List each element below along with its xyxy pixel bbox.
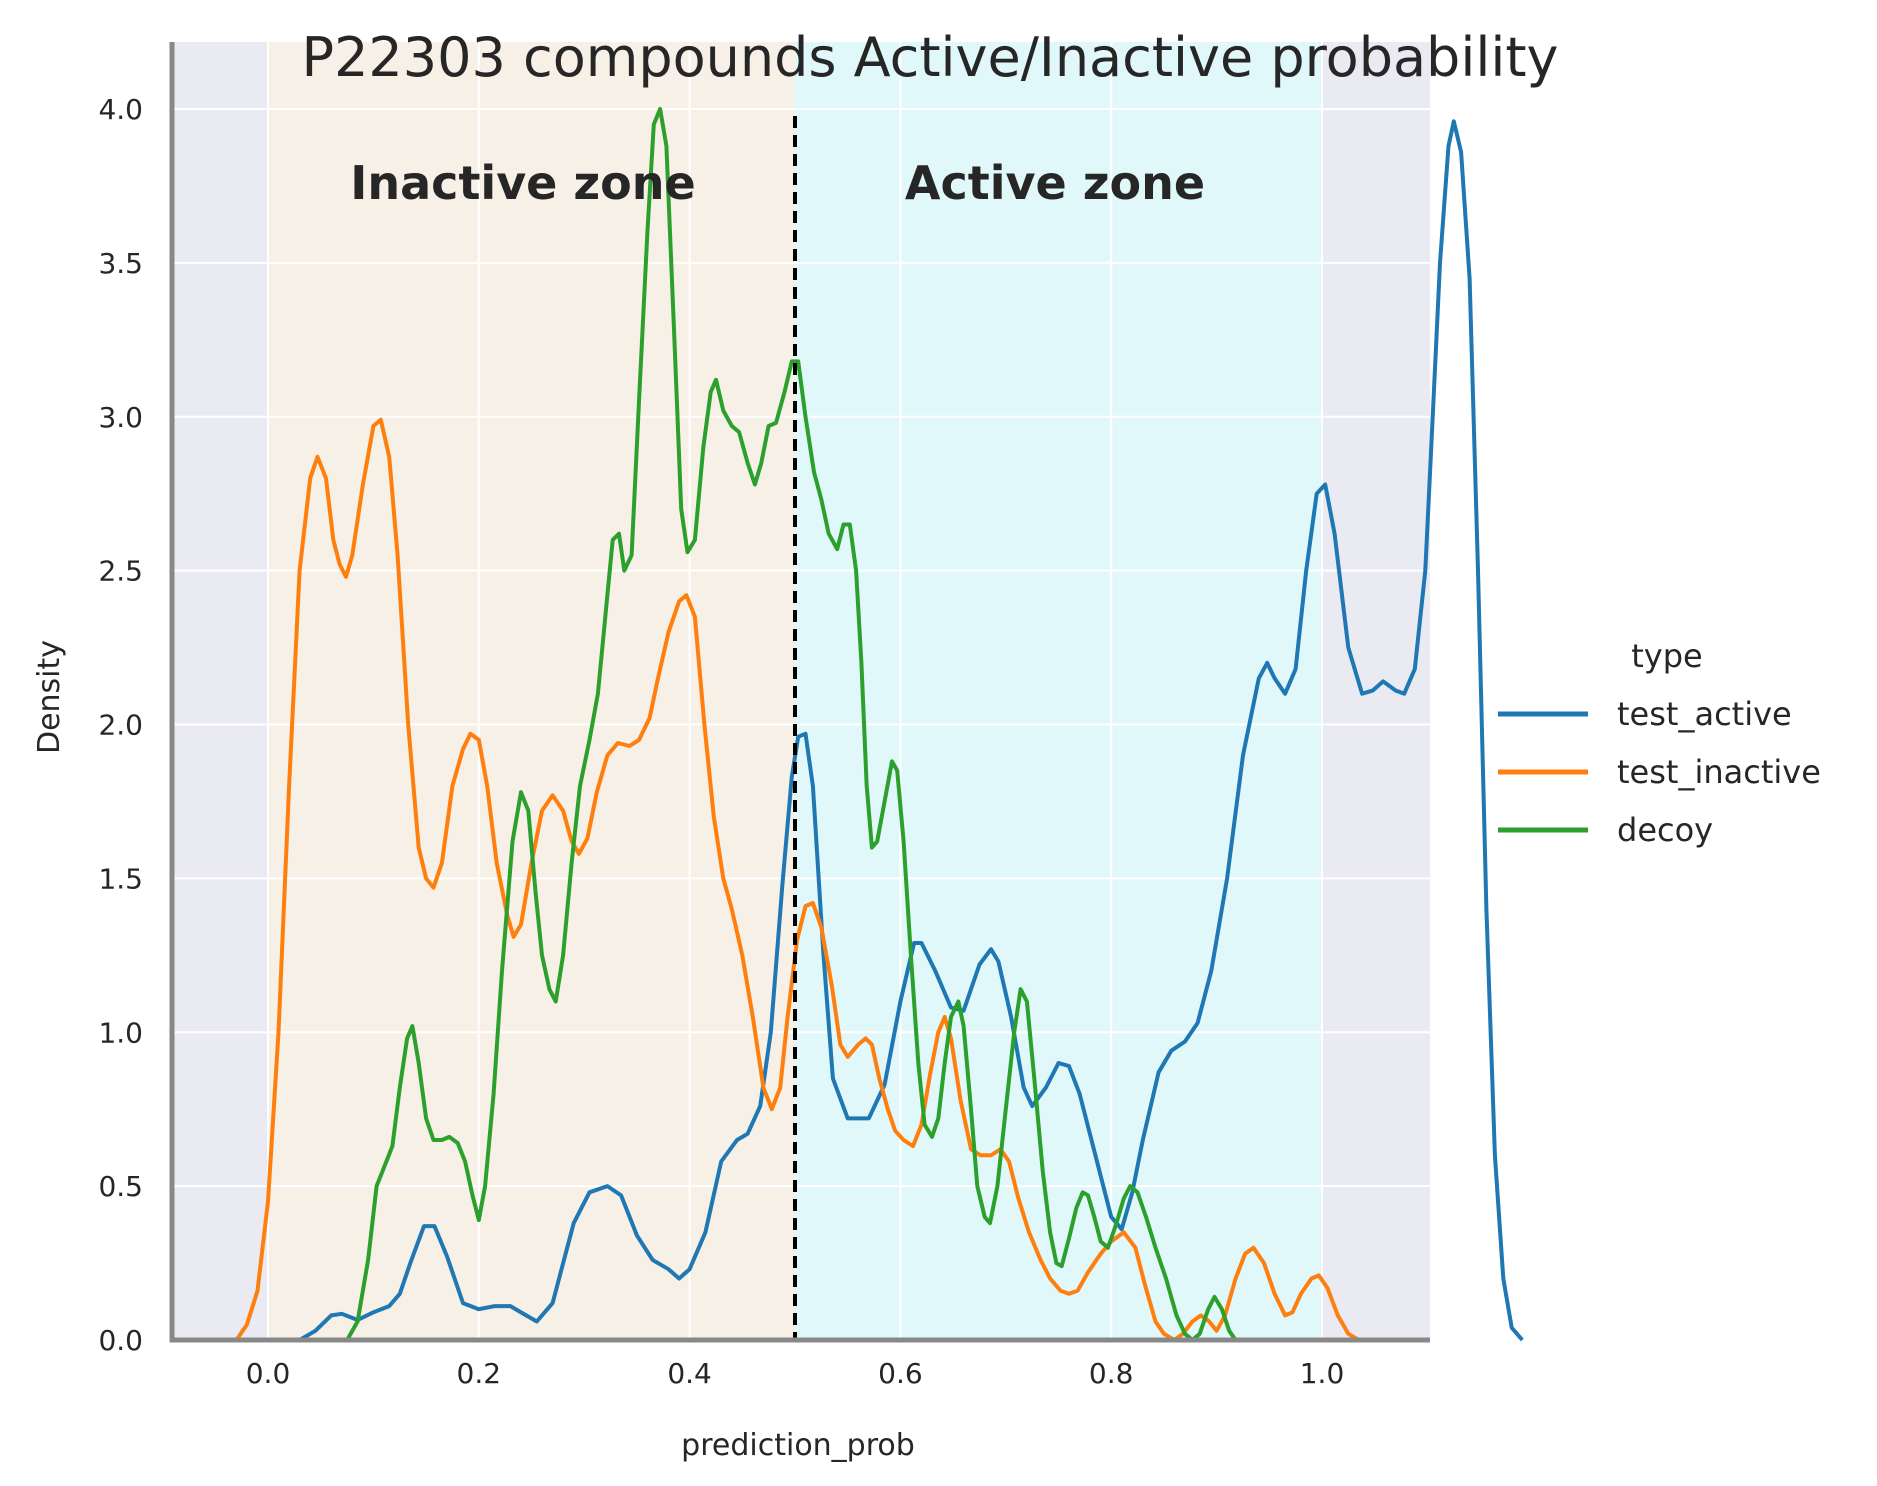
x-axis-label: prediction_prob: [681, 1428, 915, 1463]
x-tick-label: 0.8: [1089, 1357, 1134, 1390]
y-tick-labels: 0.0 0.5 1.0 1.5 2.0 2.5 3.0 3.5 4.0: [98, 93, 143, 1357]
y-tick-label: 1.0: [98, 1016, 143, 1049]
y-tick-label: 3.0: [98, 401, 143, 434]
legend-label-decoy: decoy: [1617, 811, 1713, 849]
y-tick-label: 2.0: [98, 709, 143, 742]
series-line-decoy: [345, 107, 1238, 1342]
legend-title: type: [1631, 637, 1702, 675]
grid-lines: [172, 42, 1430, 1341]
x-tick-label: 0.6: [878, 1357, 923, 1390]
y-tick-label: 1.5: [98, 862, 143, 895]
y-tick-label: 0.0: [98, 1324, 143, 1357]
y-tick-label: 2.5: [98, 555, 143, 588]
x-tick-label: 0.0: [246, 1357, 291, 1390]
active-zone-label: Active zone: [905, 156, 1205, 210]
legend-label-test-inactive: test_inactive: [1617, 753, 1821, 791]
x-tick-labels: 0.0 0.2 0.4 0.6 0.8 1.0: [246, 1357, 1345, 1390]
legend-label-test-active: test_active: [1617, 695, 1792, 733]
x-tick-label: 0.4: [667, 1357, 712, 1390]
x-tick-label: 0.2: [457, 1357, 502, 1390]
y-tick-label: 3.5: [98, 247, 143, 280]
series-line-test-active: [298, 119, 1524, 1342]
y-tick-label: 0.5: [98, 1170, 143, 1203]
inactive-zone-label: Inactive zone: [350, 156, 695, 210]
active-zone-shading: [795, 42, 1322, 1340]
x-tick-label: 1.0: [1300, 1357, 1345, 1390]
y-axis-label: Density: [32, 640, 67, 754]
y-tick-label: 4.0: [98, 93, 143, 126]
inactive-zone-shading: [268, 42, 795, 1340]
chart-title: P22303 compounds Active/Inactive probabi…: [302, 26, 1559, 89]
